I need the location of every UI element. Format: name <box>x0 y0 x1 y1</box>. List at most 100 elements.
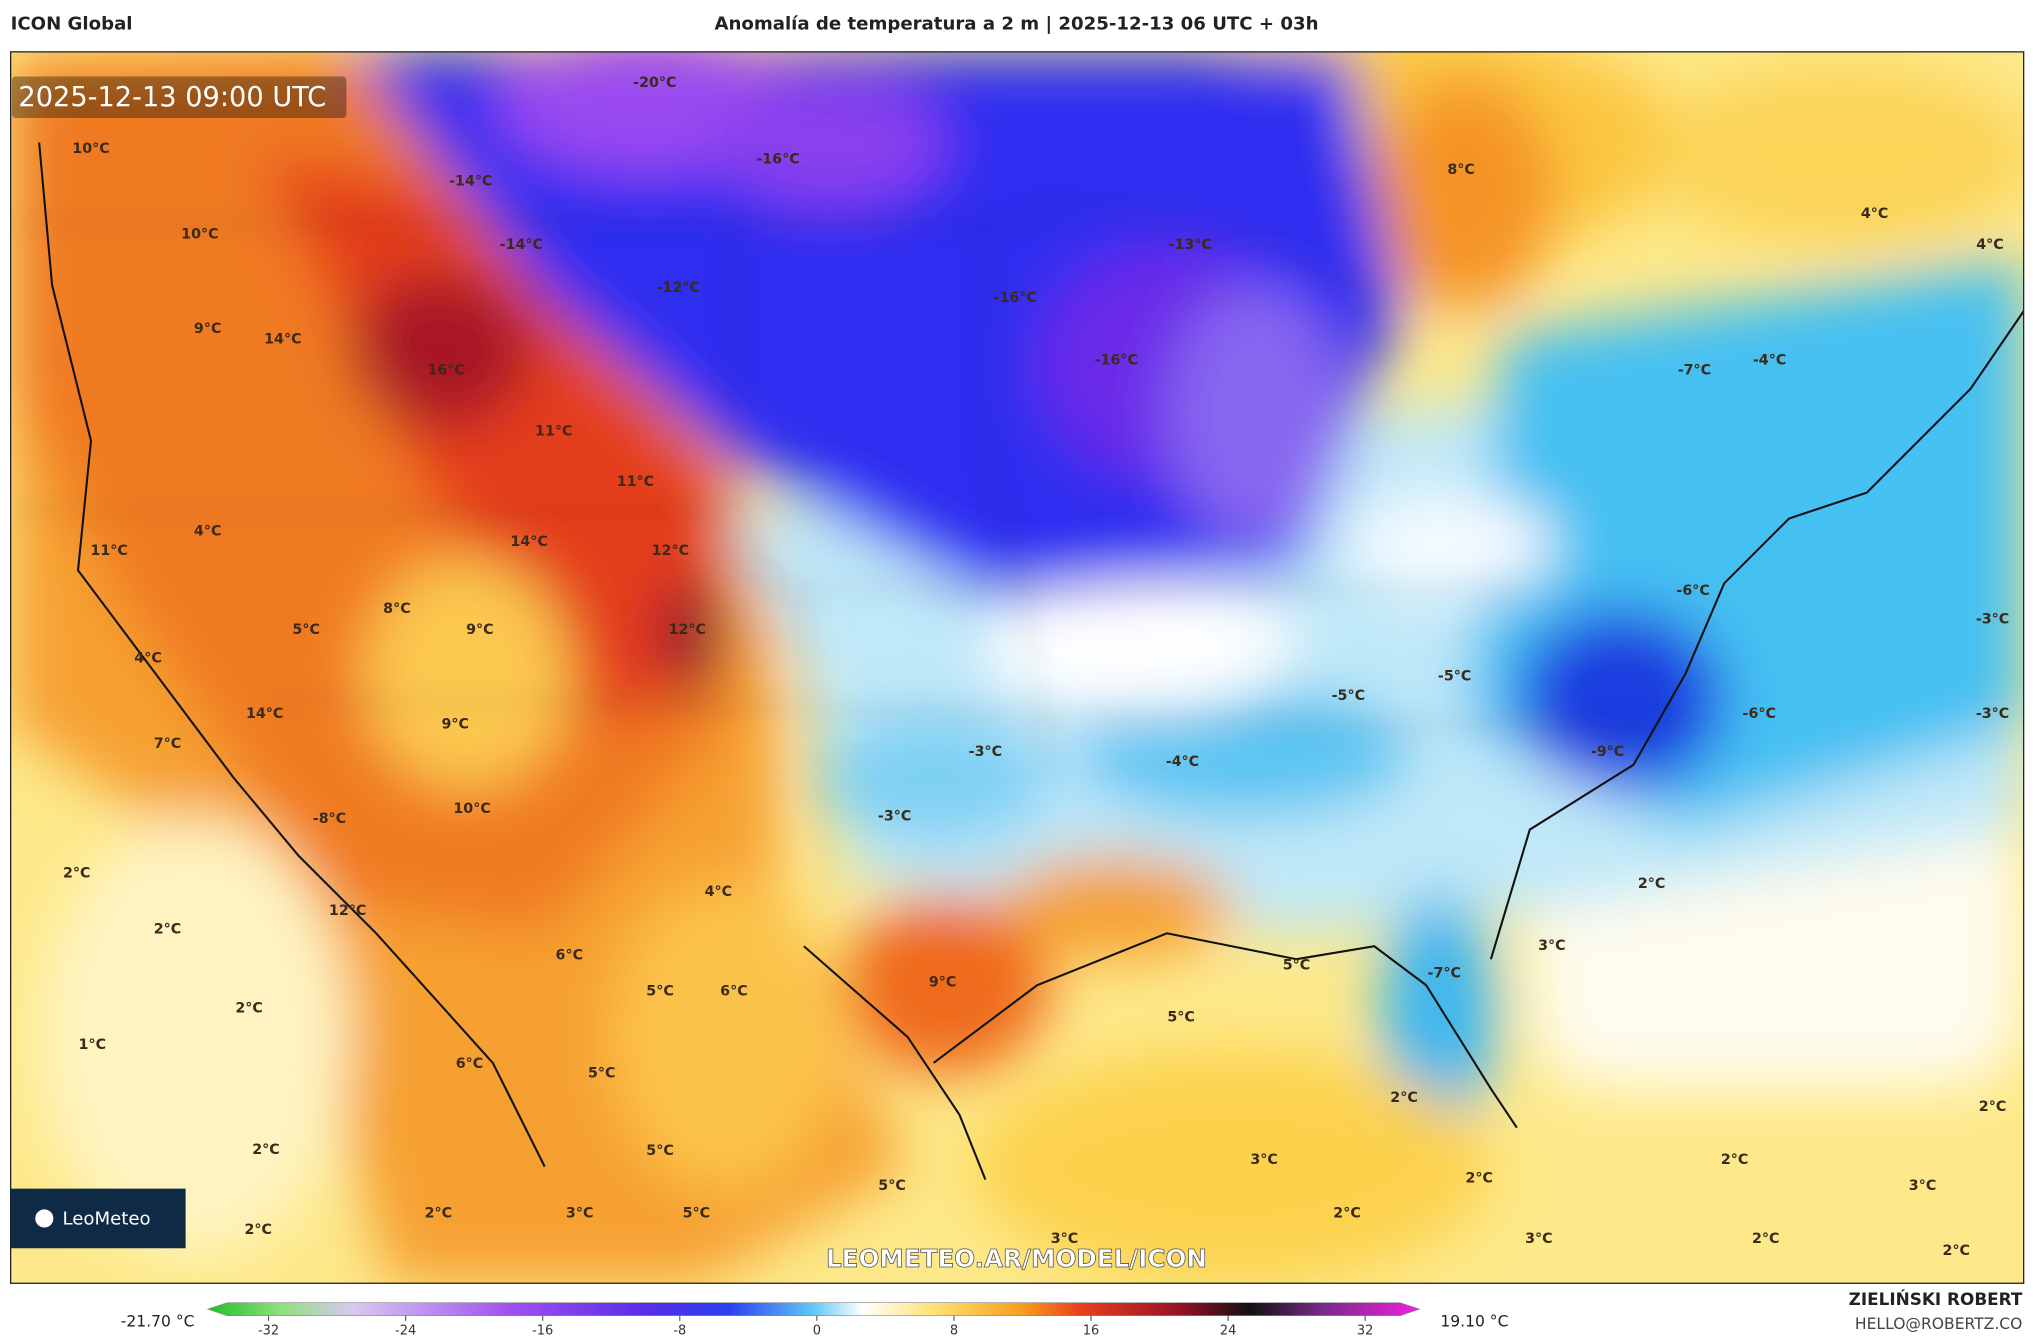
temperature-label: 4°C <box>1861 206 1889 222</box>
temperature-label: 4°C <box>134 650 162 666</box>
temperature-label: 1°C <box>79 1037 106 1053</box>
temperature-label: 2°C <box>1979 1099 2007 1115</box>
temperature-label: -14°C <box>449 173 492 189</box>
temperature-label: 2°C <box>1752 1231 1780 1247</box>
temperature-label: 5°C <box>878 1178 906 1194</box>
temperature-label: 5°C <box>292 622 320 638</box>
temperature-label: 3°C <box>1538 938 1566 954</box>
temperature-label: -14°C <box>500 237 543 253</box>
temperature-label: 10°C <box>181 227 218 243</box>
colorbar-tick-label: -24 <box>395 1324 416 1339</box>
temperature-label: -6°C <box>1743 706 1776 722</box>
map-field <box>10 51 2024 1284</box>
temperature-label: 4°C <box>1976 237 2004 253</box>
logo-sun <box>35 1209 54 1228</box>
temperature-label: -9°C <box>1591 744 1624 760</box>
temperature-label: -3°C <box>1976 612 2009 628</box>
temperature-label: 2°C <box>425 1205 452 1221</box>
temperature-label: 2°C <box>1721 1152 1749 1168</box>
temperature-label: -4°C <box>1753 352 1786 368</box>
colorbar-tick-label: 16 <box>1083 1324 1099 1339</box>
temperature-label: 4°C <box>705 884 733 900</box>
temperature-label: 5°C <box>683 1205 711 1221</box>
temperature-label: 9°C <box>466 622 493 638</box>
colorbar-tick-label: -16 <box>532 1324 553 1339</box>
email: HELLO@ROBERTZ.CO <box>1855 1315 2022 1333</box>
temperature-label: -3°C <box>969 744 1002 760</box>
temperature-label: 12°C <box>329 903 366 919</box>
colorbar-tick-label: 0 <box>813 1324 821 1339</box>
temperature-label: 9°C <box>194 321 222 337</box>
temperature-label: 3°C <box>566 1205 594 1221</box>
temperature-label: 14°C <box>510 534 547 550</box>
boundaries <box>10 206 1686 895</box>
temperature-label: 2°C <box>252 1142 280 1158</box>
temperature-label: 6°C <box>456 1056 484 1072</box>
temperature-label: -5°C <box>1332 688 1365 704</box>
timestamp: 2025-12-13 09:00 UTC <box>18 82 326 113</box>
map-title: Anomalía de temperatura a 2 m | 2025-12-… <box>714 14 1318 35</box>
temperature-label: -3°C <box>1976 706 2009 722</box>
temperature-label: 3°C <box>1525 1231 1553 1247</box>
temperature-label: 10°C <box>453 801 490 817</box>
temperature-label: -20°C <box>633 75 676 91</box>
temperature-label: 2°C <box>63 866 90 882</box>
temperature-label: 10°C <box>72 141 109 157</box>
colorbar-tick-label: -32 <box>258 1324 279 1339</box>
temperature-label: 11°C <box>535 424 572 440</box>
colorbar-min: -21.70 °C <box>121 1313 195 1331</box>
model-name: ICON Global <box>11 14 133 35</box>
author: ZIELIŃSKI ROBERT <box>1849 1288 2023 1309</box>
temperature-label: 11°C <box>617 474 654 490</box>
temperature-label: 2°C <box>154 921 182 937</box>
temperature-label: 5°C <box>646 1143 673 1159</box>
temperature-label: 12°C <box>669 622 706 638</box>
watermark: LEOMETEO.AR/MODEL/ICON <box>826 1244 1207 1273</box>
temperature-label: 2°C <box>1638 876 1666 892</box>
temperature-label: 3°C <box>1909 1178 1937 1194</box>
colorbar-tick-label: 8 <box>950 1324 958 1339</box>
colorbar-tick-label: -8 <box>673 1324 686 1339</box>
temperature-label: -3°C <box>878 809 911 825</box>
colorbar-tick-label: 24 <box>1220 1324 1236 1339</box>
temperature-label: 2°C <box>1333 1205 1361 1221</box>
logo-text: LeoMeteo <box>62 1209 150 1230</box>
temperature-label: 11°C <box>90 543 127 559</box>
temperature-label: -12°C <box>657 280 700 296</box>
temperature-label: 3°C <box>1051 1231 1078 1247</box>
temperature-label: -7°C <box>1428 965 1461 981</box>
temperature-label: 7°C <box>154 736 182 752</box>
map-labels: 10°C -20°C -14°C -16°C 8°C 4°C 4°C 10°C -14°C -12… <box>63 75 2009 1259</box>
temperature-label: 5°C <box>588 1065 616 1081</box>
temperature-label: 14°C <box>264 332 301 348</box>
temperature-label: 5°C <box>1167 1010 1195 1026</box>
temperature-label: 12°C <box>652 543 689 559</box>
temperature-label: -6°C <box>1676 583 1709 599</box>
temperature-label: 5°C <box>646 984 673 1000</box>
temperature-label: 8°C <box>1447 162 1475 178</box>
temperature-label: 4°C <box>194 523 222 539</box>
temperature-label: 2°C <box>235 1000 263 1016</box>
temperature-label: 9°C <box>441 717 468 733</box>
temperature-label: 6°C <box>720 984 748 1000</box>
temperature-label: 2°C <box>244 1222 272 1238</box>
temperature-label: 3°C <box>1250 1152 1278 1168</box>
temperature-label: -16°C <box>994 290 1037 306</box>
temperature-label: -16°C <box>756 151 799 167</box>
temperature-label: -7°C <box>1678 363 1711 379</box>
temperature-label: 2°C <box>1466 1170 1493 1186</box>
coastlines <box>38 142 2024 1180</box>
temperature-label: -8°C <box>313 811 346 827</box>
temperature-label: 16°C <box>427 363 464 379</box>
temperature-label: 5°C <box>1283 958 1311 974</box>
colorbar-tick-label: 32 <box>1357 1324 1373 1339</box>
temperature-label: 8°C <box>383 601 410 617</box>
temperature-label: -16°C <box>1095 352 1138 368</box>
temperature-label: 2°C <box>1943 1243 1971 1259</box>
colorbar-max: 19.10 °C <box>1440 1313 1508 1331</box>
temperature-label: -5°C <box>1438 669 1471 685</box>
temperature-label: 9°C <box>929 975 957 991</box>
temperature-label: -13°C <box>1169 237 1212 253</box>
